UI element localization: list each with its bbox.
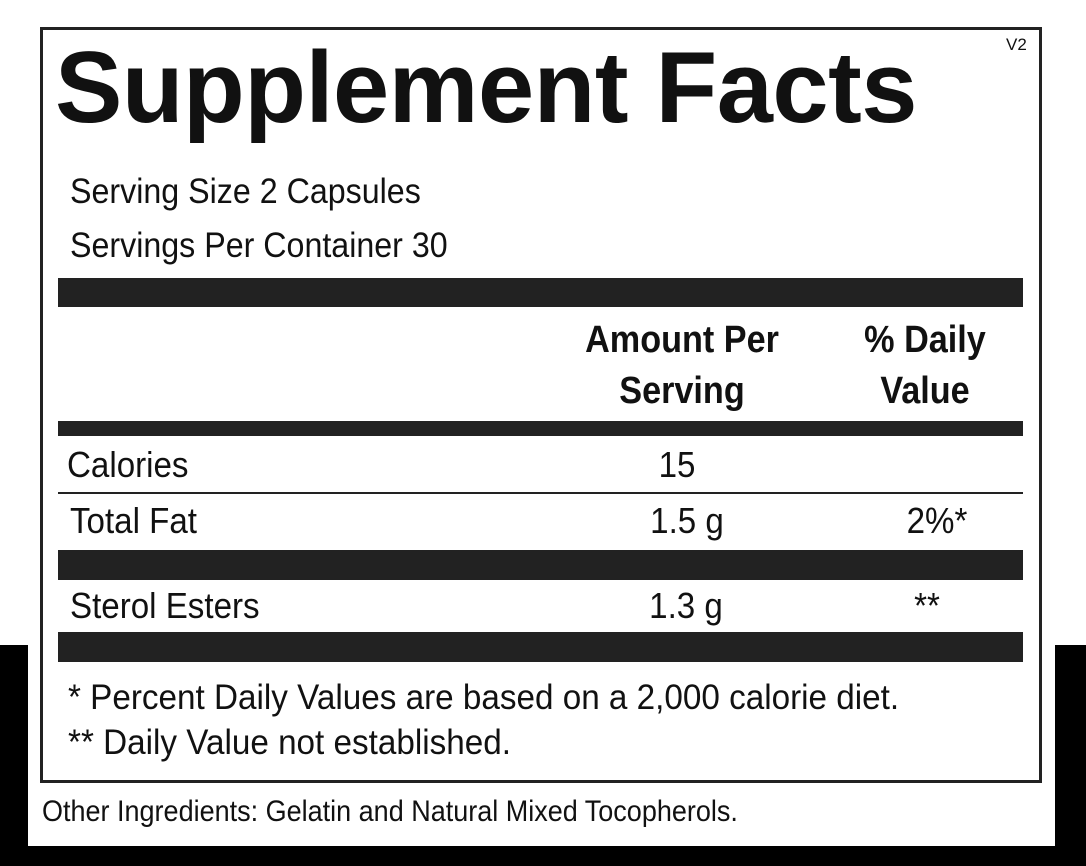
header-amount: Serving bbox=[619, 370, 745, 412]
version: V2 bbox=[1006, 35, 1027, 54]
footnote: ** Daily Value not established. bbox=[68, 723, 511, 762]
nutrient-daily-value: 2%* bbox=[906, 500, 968, 541]
nutrient-name: Sterol Esters bbox=[70, 585, 260, 626]
serving-size: Serving Size 2 Capsules bbox=[70, 172, 421, 211]
header-daily-value: Value bbox=[880, 370, 970, 412]
nutrient-name: Calories bbox=[67, 444, 189, 485]
facts-border bbox=[40, 27, 1042, 783]
header-amount: Amount Per bbox=[585, 319, 779, 361]
other-ingredients: Other Ingredients: Gelatin and Natural M… bbox=[42, 795, 738, 828]
header-daily-value: % Daily bbox=[864, 319, 986, 361]
divider-line bbox=[58, 492, 1023, 494]
nutrient-amount: 1.3 g bbox=[649, 585, 723, 626]
nutrient-amount: 1.5 g bbox=[650, 500, 724, 541]
title: Supplement Facts bbox=[55, 32, 917, 144]
divider-bar bbox=[58, 550, 1023, 580]
divider-bar bbox=[58, 632, 1023, 662]
divider-bar bbox=[58, 421, 1023, 436]
servings-per-container: Servings Per Container 30 bbox=[70, 226, 448, 265]
nutrient-name: Total Fat bbox=[70, 500, 198, 541]
footnote: * Percent Daily Values are based on a 2,… bbox=[68, 678, 900, 717]
nutrient-amount: 15 bbox=[658, 444, 696, 485]
divider-bar bbox=[58, 278, 1023, 307]
nutrient-daily-value: ** bbox=[914, 585, 940, 626]
